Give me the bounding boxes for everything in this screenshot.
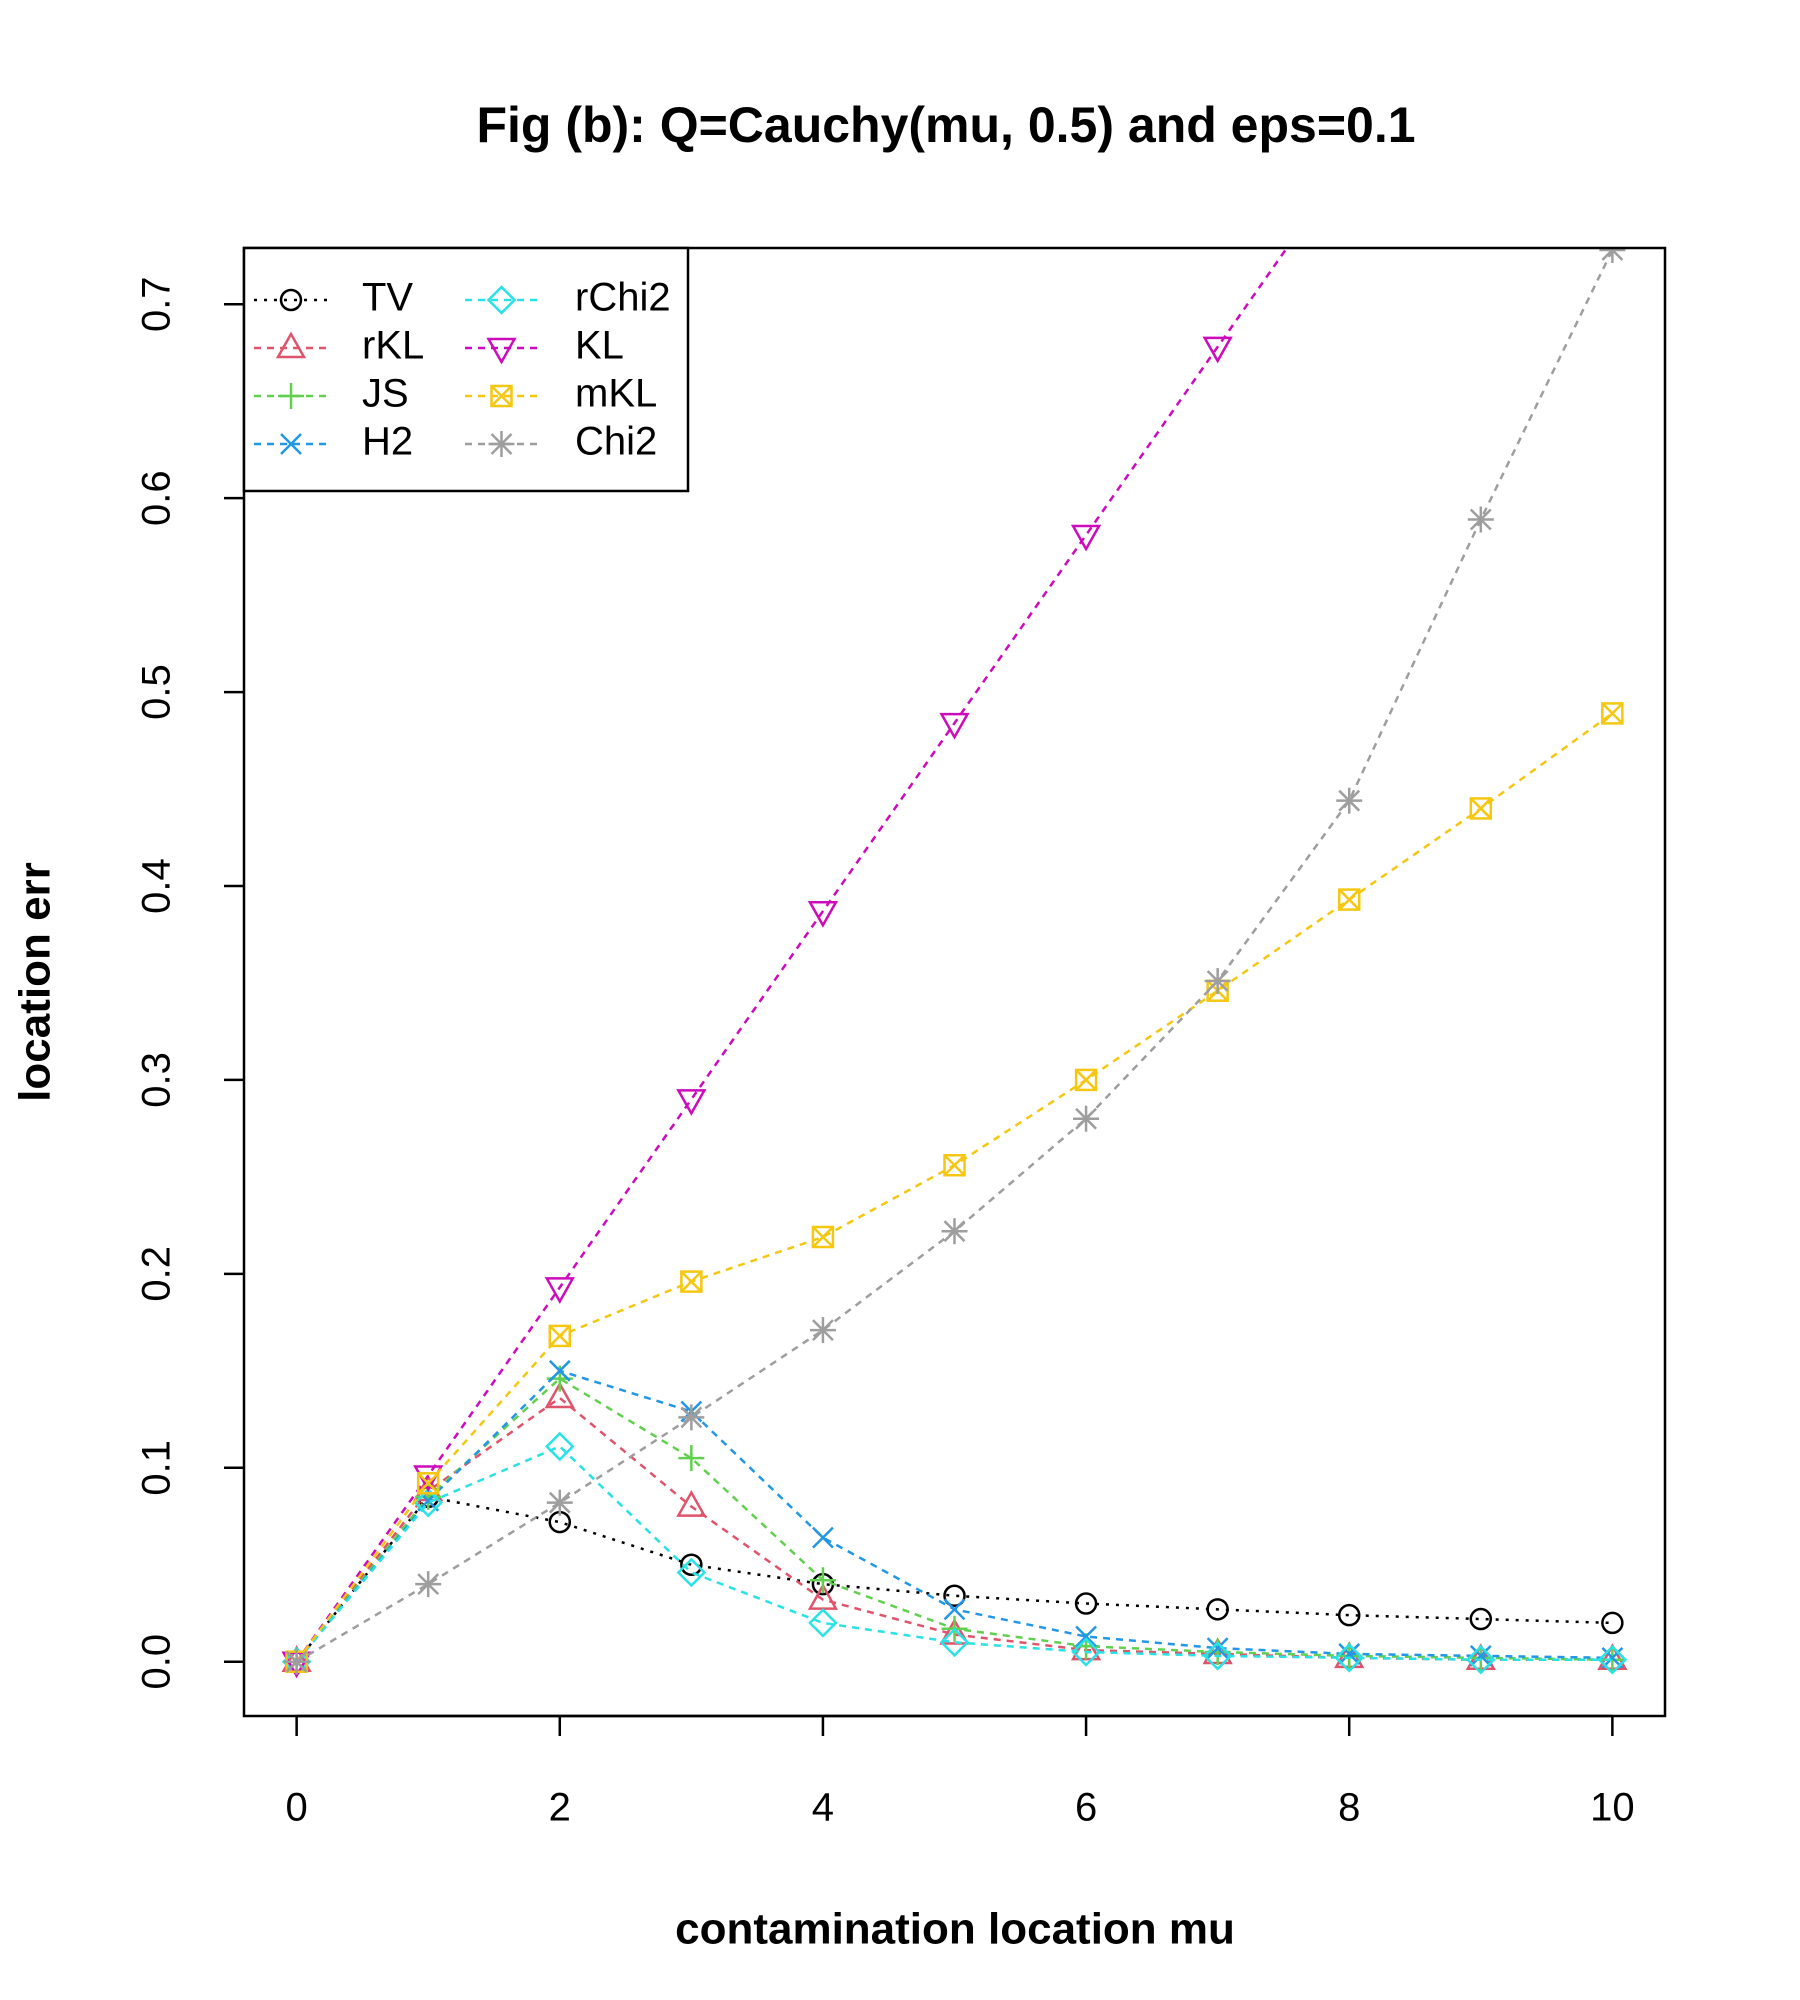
y-tick-label: 0.4 (135, 858, 179, 914)
marker (1466, 1644, 1496, 1675)
legend-label: JS (362, 372, 409, 416)
legend-label: TV (362, 276, 413, 320)
marker (812, 1526, 834, 1549)
marker (1601, 702, 1624, 725)
marker (548, 1324, 572, 1348)
marker (809, 1317, 836, 1344)
x-tick-label: 6 (1075, 1786, 1097, 1830)
legend-box (242, 246, 690, 493)
marker (939, 712, 970, 740)
y-tick-label: 0.6 (135, 470, 179, 526)
marker (1202, 336, 1233, 364)
marker (548, 1359, 571, 1382)
marker (941, 1218, 968, 1245)
marker (1204, 968, 1231, 995)
marker (1337, 1603, 1361, 1627)
x-tick-label: 4 (812, 1786, 834, 1830)
marker (486, 285, 517, 315)
marker (544, 1381, 575, 1409)
marker (811, 1225, 835, 1249)
marker (676, 1557, 707, 1588)
y-tick-label: 0.7 (135, 276, 179, 332)
marker (278, 383, 304, 409)
marker (1337, 888, 1361, 911)
marker (1336, 787, 1363, 814)
series-line (295, 1444, 1613, 1663)
y-tick-label: 0.1 (135, 1440, 179, 1496)
series-line (295, 1495, 1613, 1663)
x-axis-label: contamination location mu (675, 1905, 1235, 1954)
marker (1074, 1592, 1098, 1615)
marker (809, 1567, 836, 1594)
marker (943, 1584, 966, 1608)
x-tick-label: 0 (286, 1786, 308, 1830)
marker (676, 1490, 707, 1517)
marker (1469, 1607, 1493, 1631)
marker (943, 1598, 966, 1621)
marker (544, 1277, 575, 1304)
marker (807, 900, 839, 928)
marker (413, 1487, 443, 1518)
marker (1467, 1644, 1494, 1671)
marker (1074, 1068, 1098, 1092)
marker (1338, 1643, 1361, 1665)
y-tick-label: 0.3 (135, 1052, 179, 1108)
marker (283, 1648, 310, 1675)
marker (1075, 1625, 1097, 1648)
marker (1206, 1598, 1229, 1621)
x-tick-label: 8 (1338, 1786, 1360, 1830)
y-tick-label: 0.5 (135, 664, 179, 720)
marker (678, 1445, 705, 1472)
marker (1202, 1641, 1233, 1671)
y-axis-label: location err (11, 862, 60, 1102)
marker (280, 433, 302, 455)
marker (488, 431, 515, 457)
marker (1597, 1644, 1628, 1675)
marker (1469, 1644, 1492, 1667)
marker (676, 1089, 707, 1116)
y-tick-label: 0.2 (135, 1246, 179, 1302)
marker (1070, 524, 1102, 552)
marker (1601, 1611, 1624, 1635)
marker (678, 1404, 705, 1431)
marker (275, 331, 307, 359)
marker (546, 1489, 573, 1516)
marker (545, 1431, 575, 1462)
marker (1469, 797, 1493, 820)
marker (1334, 1643, 1364, 1673)
marker (680, 1553, 703, 1576)
series-line (295, 248, 1289, 1663)
chart-title: Fig (b): Q=Cauchy(mu, 0.5) and eps=0.1 (476, 97, 1415, 153)
marker (1599, 1646, 1626, 1673)
marker (680, 1270, 703, 1293)
marker (1467, 506, 1494, 533)
legend-label: rKL (362, 324, 424, 368)
marker (939, 1627, 970, 1658)
plot-area (281, 248, 1628, 1679)
legend-label: H2 (362, 420, 413, 464)
legend-label: KL (575, 324, 624, 368)
legend-label: mKL (575, 372, 657, 416)
marker (490, 384, 513, 408)
marker (939, 1618, 970, 1645)
x-tick-label: 2 (549, 1786, 571, 1830)
y-tick-label: 0.0 (135, 1634, 179, 1690)
x-tick-label: 10 (1590, 1786, 1635, 1830)
legend-label: rChi2 (575, 276, 671, 320)
marker (486, 337, 517, 365)
marker (1599, 248, 1626, 263)
marker (1073, 1105, 1100, 1132)
marker (279, 288, 303, 312)
marker (808, 1608, 838, 1638)
marker (416, 1472, 440, 1495)
marker (1071, 1637, 1101, 1667)
legend-label: Chi2 (575, 420, 657, 464)
marker (415, 1571, 442, 1598)
marker (1336, 1642, 1363, 1669)
marker (943, 1154, 966, 1177)
marker (1206, 1637, 1229, 1660)
